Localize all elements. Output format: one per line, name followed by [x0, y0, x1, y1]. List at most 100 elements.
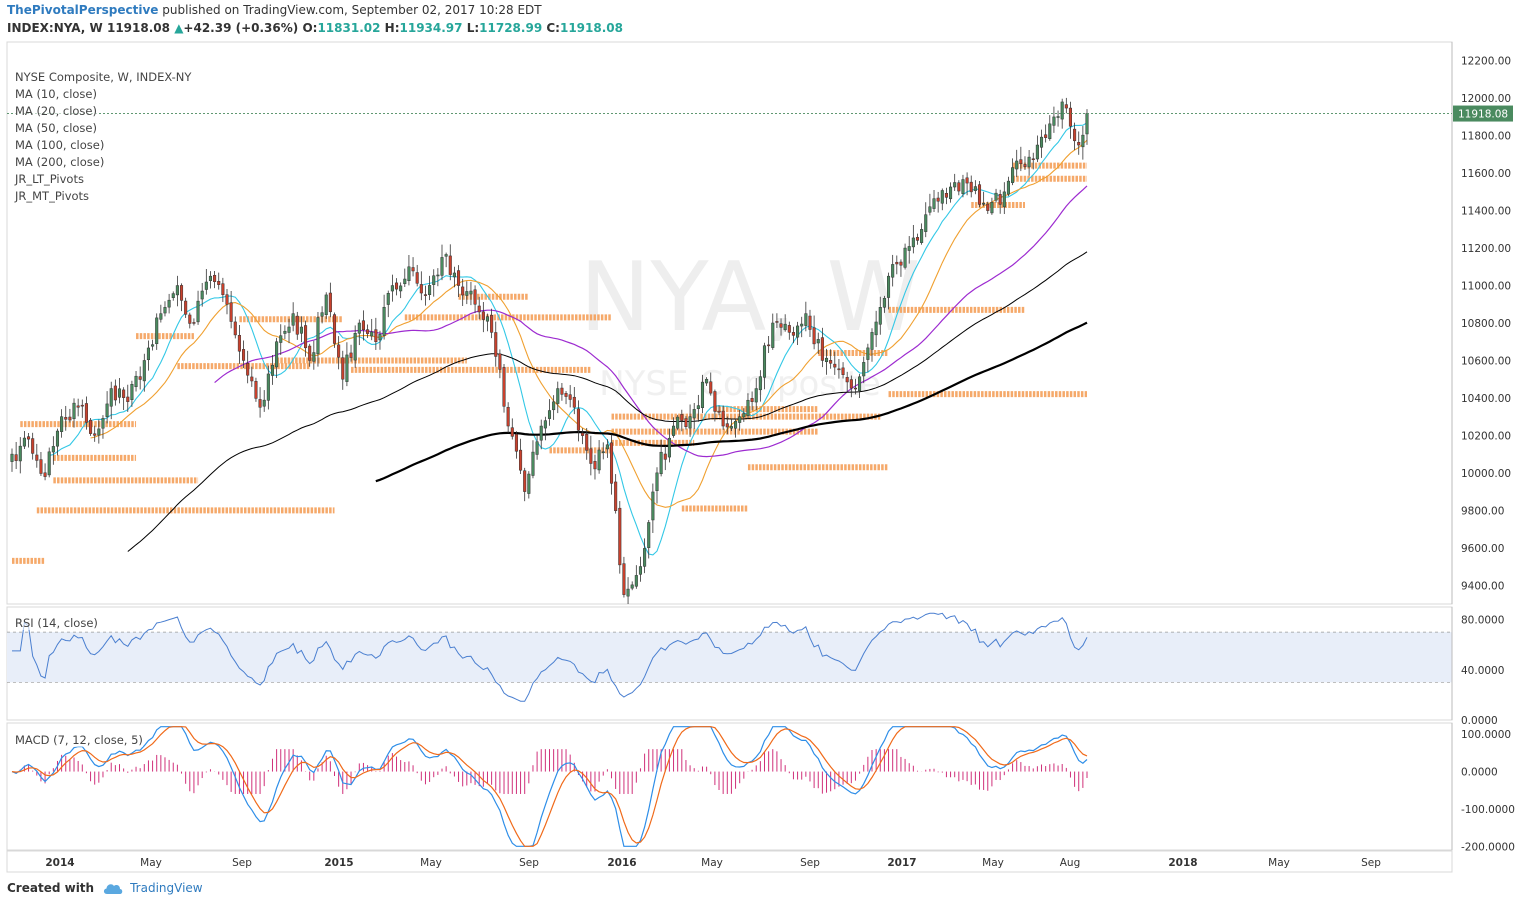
candle-body	[188, 314, 192, 324]
candle-body	[858, 376, 862, 392]
legend-ma100[interactable]: MA (100, close)	[15, 138, 105, 152]
tradingview-link[interactable]: TradingView	[102, 881, 203, 895]
candle-body	[796, 325, 800, 338]
candle-body	[266, 373, 270, 401]
candle-body	[891, 264, 895, 278]
legend-series[interactable]: NYSE Composite, W, INDEX-NY	[15, 70, 192, 84]
candle-body	[262, 399, 266, 407]
legend-lt-pivots[interactable]: JR_LT_Pivots	[15, 172, 84, 186]
candle-body	[1085, 113, 1089, 135]
candle-body	[833, 363, 837, 368]
candle-body	[72, 402, 76, 420]
candle-body	[605, 444, 609, 450]
candle-body	[295, 315, 299, 335]
candle-body	[299, 326, 303, 334]
candle-body	[812, 327, 816, 345]
candle-body	[630, 584, 634, 589]
time-tick-label: Sep	[232, 857, 252, 869]
high-label: H:	[384, 21, 400, 35]
candle-body	[696, 405, 700, 409]
legend-ma20[interactable]: MA (20, close)	[15, 104, 97, 118]
candle-body	[316, 317, 320, 355]
candle-body	[55, 430, 60, 447]
candle-body	[370, 331, 374, 337]
candle-body	[304, 325, 308, 349]
candle-body	[423, 294, 427, 296]
candle-body	[163, 307, 167, 314]
candle-body	[754, 388, 758, 403]
candle-body	[229, 302, 233, 322]
macd-tick-label: -100.0000	[1461, 804, 1515, 816]
legend-ma50[interactable]: MA (50, close)	[15, 121, 97, 135]
legend-ma200[interactable]: MA (200, close)	[15, 155, 105, 169]
candle-body	[1023, 164, 1027, 167]
candle-body	[1068, 107, 1072, 127]
candle-body	[783, 323, 787, 331]
candle-body	[514, 434, 518, 452]
candle-body	[758, 376, 762, 391]
candle-body	[109, 388, 113, 407]
candle-body	[134, 375, 138, 388]
candle-body	[399, 285, 403, 292]
rsi-tick-label: 0.0000	[1461, 715, 1498, 727]
candle-body	[93, 433, 97, 436]
candle-body	[1002, 191, 1006, 208]
candle-body	[684, 418, 688, 427]
price-tick-label: 11000.00	[1461, 281, 1511, 293]
candle-body	[341, 357, 345, 380]
candle-body	[750, 398, 754, 402]
rsi-label[interactable]: RSI (14, close)	[15, 616, 98, 630]
low-label: L:	[466, 21, 480, 35]
price-tick-label: 12200.00	[1461, 56, 1511, 68]
legend-ma10[interactable]: MA (10, close)	[15, 87, 97, 101]
candle-body	[762, 345, 767, 378]
candle-body	[957, 182, 961, 192]
candle-body	[866, 347, 870, 360]
candle-body	[436, 274, 440, 277]
candle-body	[89, 419, 93, 434]
candle-body	[700, 381, 705, 408]
candle-body	[667, 437, 671, 458]
candle-body	[473, 289, 477, 305]
candle-body	[911, 237, 915, 248]
candle-body	[337, 344, 341, 358]
candle-body	[80, 404, 84, 407]
candle-body	[432, 275, 436, 285]
candle-body	[332, 314, 337, 344]
candle-body	[593, 461, 597, 470]
candle-body	[357, 322, 361, 334]
candle-body	[312, 352, 316, 362]
candle-body	[527, 473, 531, 494]
candle-body	[523, 470, 527, 492]
price-tick-label: 10800.00	[1461, 318, 1511, 330]
candle-body	[382, 306, 386, 336]
candle-body	[729, 426, 733, 429]
candle-body	[820, 337, 824, 361]
time-tick-label: Sep	[519, 857, 539, 869]
time-tick-label: Sep	[800, 857, 820, 869]
candle-body	[870, 332, 874, 350]
change-value: +42.39 (+0.36%)	[183, 21, 299, 35]
candle-body	[196, 300, 200, 323]
candle-body	[461, 286, 465, 296]
candle-body	[849, 379, 853, 389]
candle-body	[39, 459, 43, 474]
candle-body	[556, 388, 560, 404]
candle-body	[465, 291, 469, 296]
candle-body	[779, 323, 783, 328]
rsi-line	[12, 612, 1088, 702]
publish-info: published on TradingView.com, September …	[162, 3, 542, 17]
author-name[interactable]: ThePivotalPerspective	[7, 3, 159, 17]
ma100-line	[127, 251, 1088, 552]
candle-body	[97, 428, 101, 436]
macd-label[interactable]: MACD (7, 12, close, 5)	[15, 733, 143, 747]
candle-body	[618, 507, 622, 566]
open-label: O:	[302, 21, 318, 35]
legend-mt-pivots[interactable]: JR_MT_Pivots	[15, 189, 90, 203]
candle-body	[895, 261, 899, 265]
candle-body	[18, 445, 22, 462]
candle-body	[374, 329, 378, 342]
candle-body	[713, 391, 717, 412]
candle-body	[878, 307, 882, 325]
